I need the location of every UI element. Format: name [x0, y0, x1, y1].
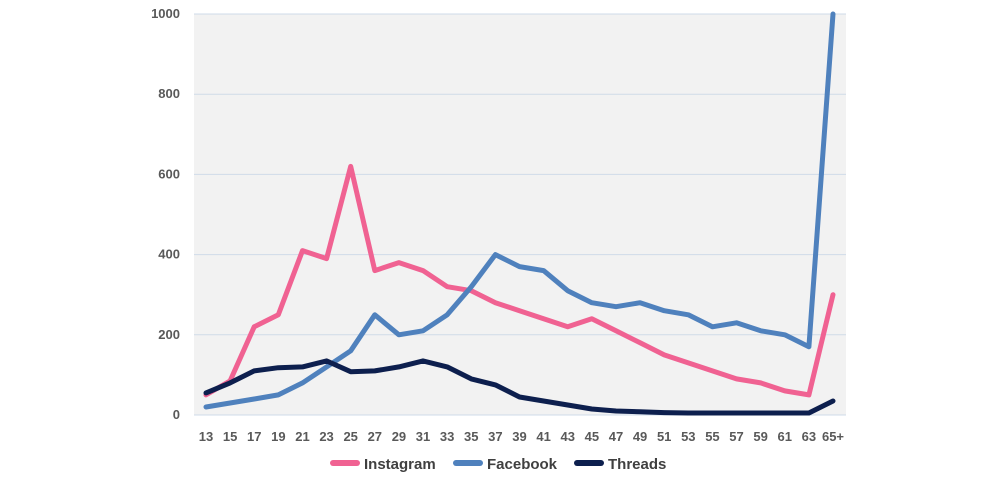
x-tick-label: 57	[729, 429, 743, 444]
x-tick-label: 35	[464, 429, 478, 444]
legend-label: Threads	[608, 456, 666, 473]
x-tick-label: 29	[392, 429, 406, 444]
y-tick-label: 200	[158, 327, 180, 342]
x-tick-label: 25	[343, 429, 357, 444]
legend-label: Facebook	[487, 456, 558, 473]
x-tick-label: 55	[705, 429, 719, 444]
x-tick-label: 21	[295, 429, 309, 444]
legend-item-instagram: Instagram	[330, 456, 436, 473]
x-tick-label: 61	[778, 429, 792, 444]
x-tick-label: 63	[802, 429, 816, 444]
x-tick-label: 45	[585, 429, 599, 444]
x-tick-label: 59	[753, 429, 767, 444]
y-tick-label: 600	[158, 166, 180, 181]
x-tick-label: 19	[271, 429, 285, 444]
x-tick-label: 51	[657, 429, 671, 444]
series-line-instagram	[203, 163, 836, 398]
legend-label: Instagram	[364, 456, 436, 473]
series-line-threads	[203, 358, 836, 416]
x-tick-label: 37	[488, 429, 502, 444]
x-tick-label: 13	[199, 429, 213, 444]
y-tick-label: 0	[173, 407, 180, 422]
y-axis-ticks: 0 200 400 600 800 1000	[151, 6, 180, 422]
x-tick-label: 65+	[822, 429, 844, 444]
x-tick-label: 39	[512, 429, 526, 444]
x-tick-label: 27	[368, 429, 382, 444]
x-tick-label: 53	[681, 429, 695, 444]
x-tick-label: 23	[319, 429, 333, 444]
series-line-facebook	[203, 11, 836, 410]
legend-item-threads: Threads	[574, 456, 666, 473]
legend: Instagram Facebook Threads	[330, 456, 666, 473]
x-tick-label: 17	[247, 429, 261, 444]
y-tick-label: 800	[158, 86, 180, 101]
x-tick-label: 47	[609, 429, 623, 444]
plot-area	[194, 14, 846, 415]
x-tick-label: 49	[633, 429, 647, 444]
x-axis-ticks: 13 15 17 19 21 23 25 27 29 31 33 35 37 39 41 43 45 47 49 51…	[199, 429, 845, 444]
legend-item-facebook: Facebook	[453, 456, 558, 473]
y-tick-label: 1000	[151, 6, 180, 21]
x-tick-label: 41	[536, 429, 550, 444]
x-tick-label: 33	[440, 429, 454, 444]
x-tick-label: 15	[223, 429, 237, 444]
series-lines	[203, 11, 836, 416]
x-tick-label: 43	[560, 429, 574, 444]
y-tick-label: 400	[158, 247, 180, 262]
x-tick-label: 31	[416, 429, 430, 444]
